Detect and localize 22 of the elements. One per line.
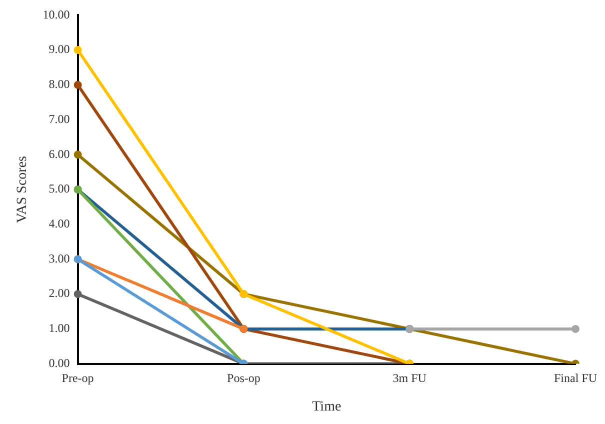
- y-tick-label: 2.00: [48, 286, 70, 300]
- x-tick-label: Final FU: [554, 371, 598, 386]
- y-tick-label: 10.00: [42, 7, 70, 22]
- y-tick-label: 1.00: [48, 321, 70, 336]
- point: [74, 46, 82, 54]
- y-tick-label: 6.00: [48, 146, 70, 161]
- point: [74, 290, 82, 298]
- point: [74, 80, 82, 89]
- y-tick-label: 5.00: [48, 182, 70, 196]
- y-tick-label: 4.00: [48, 216, 70, 231]
- y-axis-title: VAS Scores: [15, 156, 30, 224]
- y-tick-label: 7.00: [48, 112, 70, 126]
- x-axis-title: Time: [312, 399, 342, 414]
- point: [74, 150, 82, 159]
- x-tick-label: Pre-op: [62, 371, 94, 386]
- y-tick-label: 8.00: [48, 77, 70, 92]
- y-tick-label: 9.00: [48, 42, 70, 56]
- point: [571, 324, 580, 333]
- y-tick-label: 0.00: [48, 356, 70, 370]
- x-tick-label: 3m FU: [392, 371, 427, 386]
- y-tick-label: 3.00: [48, 251, 70, 266]
- x-tick-label: Pos-op: [227, 371, 260, 386]
